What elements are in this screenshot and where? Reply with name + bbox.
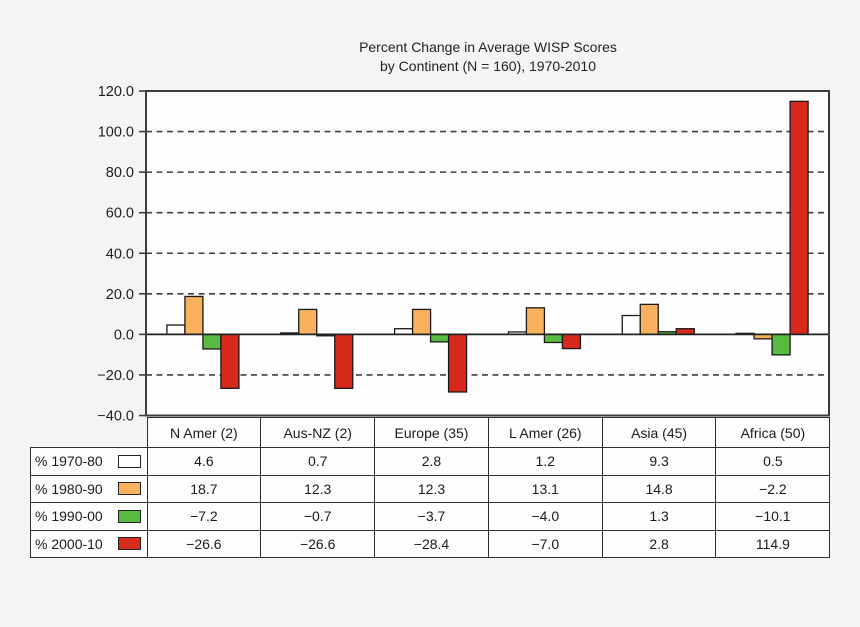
bar-1980-90-n: [184, 295, 204, 336]
legend-item: % 1970-80: [30, 447, 148, 476]
table-cell: 9.3: [601, 447, 717, 476]
bar-1990-00-l: [543, 333, 564, 344]
table-column-header: Europe (35): [374, 417, 489, 448]
table-cell: 12.3: [374, 474, 489, 503]
table-cell: −0.7: [260, 502, 376, 531]
bar-1990-00-africa: [771, 333, 791, 356]
legend-item: % 1980-90: [30, 474, 148, 503]
table-corner-spacer: [31, 418, 148, 448]
bar-1980-90-asia: [639, 303, 659, 336]
table-cell: 1.3: [601, 502, 717, 531]
bar-2000-10-europe: [447, 333, 468, 393]
bar-1970-80-asia: [621, 314, 641, 336]
bar-1980-90-l: [525, 307, 546, 336]
legend-item: % 1990-00: [30, 502, 148, 531]
y-tick-label: −20.0: [97, 368, 134, 384]
y-tick-label: 80.0: [106, 165, 134, 181]
chart-title-line1: Percent Change in Average WISP Scores: [359, 39, 617, 55]
y-tick-label: 120.0: [98, 84, 134, 100]
table-column-header: N Amer (2): [146, 417, 262, 448]
bar-1980-90-europe: [411, 308, 432, 336]
table-cell: 4.6: [146, 447, 262, 476]
table-cell: −26.6: [260, 529, 376, 558]
bar-1990-00-n: [202, 333, 222, 350]
y-tick-label: 100.0: [98, 125, 134, 141]
table-cell: 14.8: [601, 474, 717, 503]
table-row: % 1990-00 −7.2 −0.7 −3.7 −4.0 1.3 −10.1: [30, 502, 831, 531]
table-cell: 13.1: [487, 474, 603, 503]
table-cell: −10.1: [715, 502, 831, 531]
legend-swatch-icon: [117, 482, 141, 496]
table-cell: 114.9: [715, 529, 831, 558]
bar-1990-00-europe: [429, 333, 450, 343]
bar-2000-10-l: [561, 333, 582, 350]
table-cell: 12.3: [260, 474, 376, 503]
table-column-header: Africa (50): [715, 417, 831, 448]
table-cell: 0.7: [260, 447, 376, 476]
chart-title-line2: by Continent (N = 160), 1970-2010: [380, 58, 596, 74]
y-tick-label: 60.0: [106, 206, 134, 222]
table-row: % 1980-90 18.7 12.3 12.3 13.1 14.8 −2.2: [30, 474, 831, 503]
legend-swatch-icon: [117, 537, 141, 551]
table-column-header: L Amer (26): [487, 417, 603, 448]
y-tick-label: 40.0: [106, 246, 134, 262]
table-column-header: Aus-NZ (2): [260, 417, 376, 448]
chart-title: Percent Change in Average WISP Scores by…: [108, 38, 860, 76]
table-cell: −28.4: [374, 529, 489, 558]
bar-2000-10-asia: [675, 328, 695, 336]
table-cell: 2.8: [601, 529, 717, 558]
legend-swatch-icon: [117, 454, 141, 468]
table-row: % 1970-80 4.6 0.7 2.8 1.2 9.3 0.5: [30, 447, 831, 476]
table-header-row: N Amer (2) Aus-NZ (2) Europe (35) L Amer (2…: [31, 417, 831, 448]
table-cell: 1.2: [487, 447, 603, 476]
table-column-header: Asia (45): [601, 417, 717, 448]
table-cell: −3.7: [374, 502, 489, 531]
table-cell: 2.8: [374, 447, 489, 476]
legend-swatch-icon: [117, 509, 141, 523]
bar-1980-90-aus-nz: [298, 308, 318, 336]
y-tick-label: 0.0: [114, 327, 134, 343]
y-tick-label: 20.0: [106, 287, 134, 303]
table-row: % 2000-10 −26.6 −26.6 −28.4 −7.0 2.8 114.9: [30, 529, 831, 558]
table-cell: 18.7: [146, 474, 262, 503]
table-cell: 0.5: [715, 447, 831, 476]
table-cell: −7.0: [487, 529, 603, 558]
bar-1970-80-europe: [393, 328, 414, 336]
data-table: N Amer (2) Aus-NZ (2) Europe (35) L Amer (2…: [30, 417, 831, 558]
bar-2000-10-africa: [789, 100, 809, 336]
table-cell: −26.6: [146, 529, 262, 558]
table-cell: −2.2: [715, 474, 831, 503]
wisp-bar-chart: 120.0 100.0 80.0 60.0 40.0 20.0 0.0 −20.0 −40.0: [97, 84, 830, 425]
legend-item: % 2000-10: [30, 529, 148, 558]
legend-label: % 2000-10: [35, 535, 103, 552]
legend-label: % 1970-80: [35, 453, 103, 470]
plot-frame: [145, 90, 830, 417]
bar-1970-80-n: [166, 324, 186, 336]
table-cell: −7.2: [146, 502, 262, 531]
bar-2000-10-n: [220, 333, 240, 389]
y-tick-label: −40.0: [97, 409, 134, 425]
table-cell: −4.0: [487, 502, 603, 531]
bar-2000-10-aus-nz: [334, 333, 354, 389]
legend-label: % 1990-00: [35, 508, 103, 525]
legend-label: % 1980-90: [35, 480, 103, 497]
